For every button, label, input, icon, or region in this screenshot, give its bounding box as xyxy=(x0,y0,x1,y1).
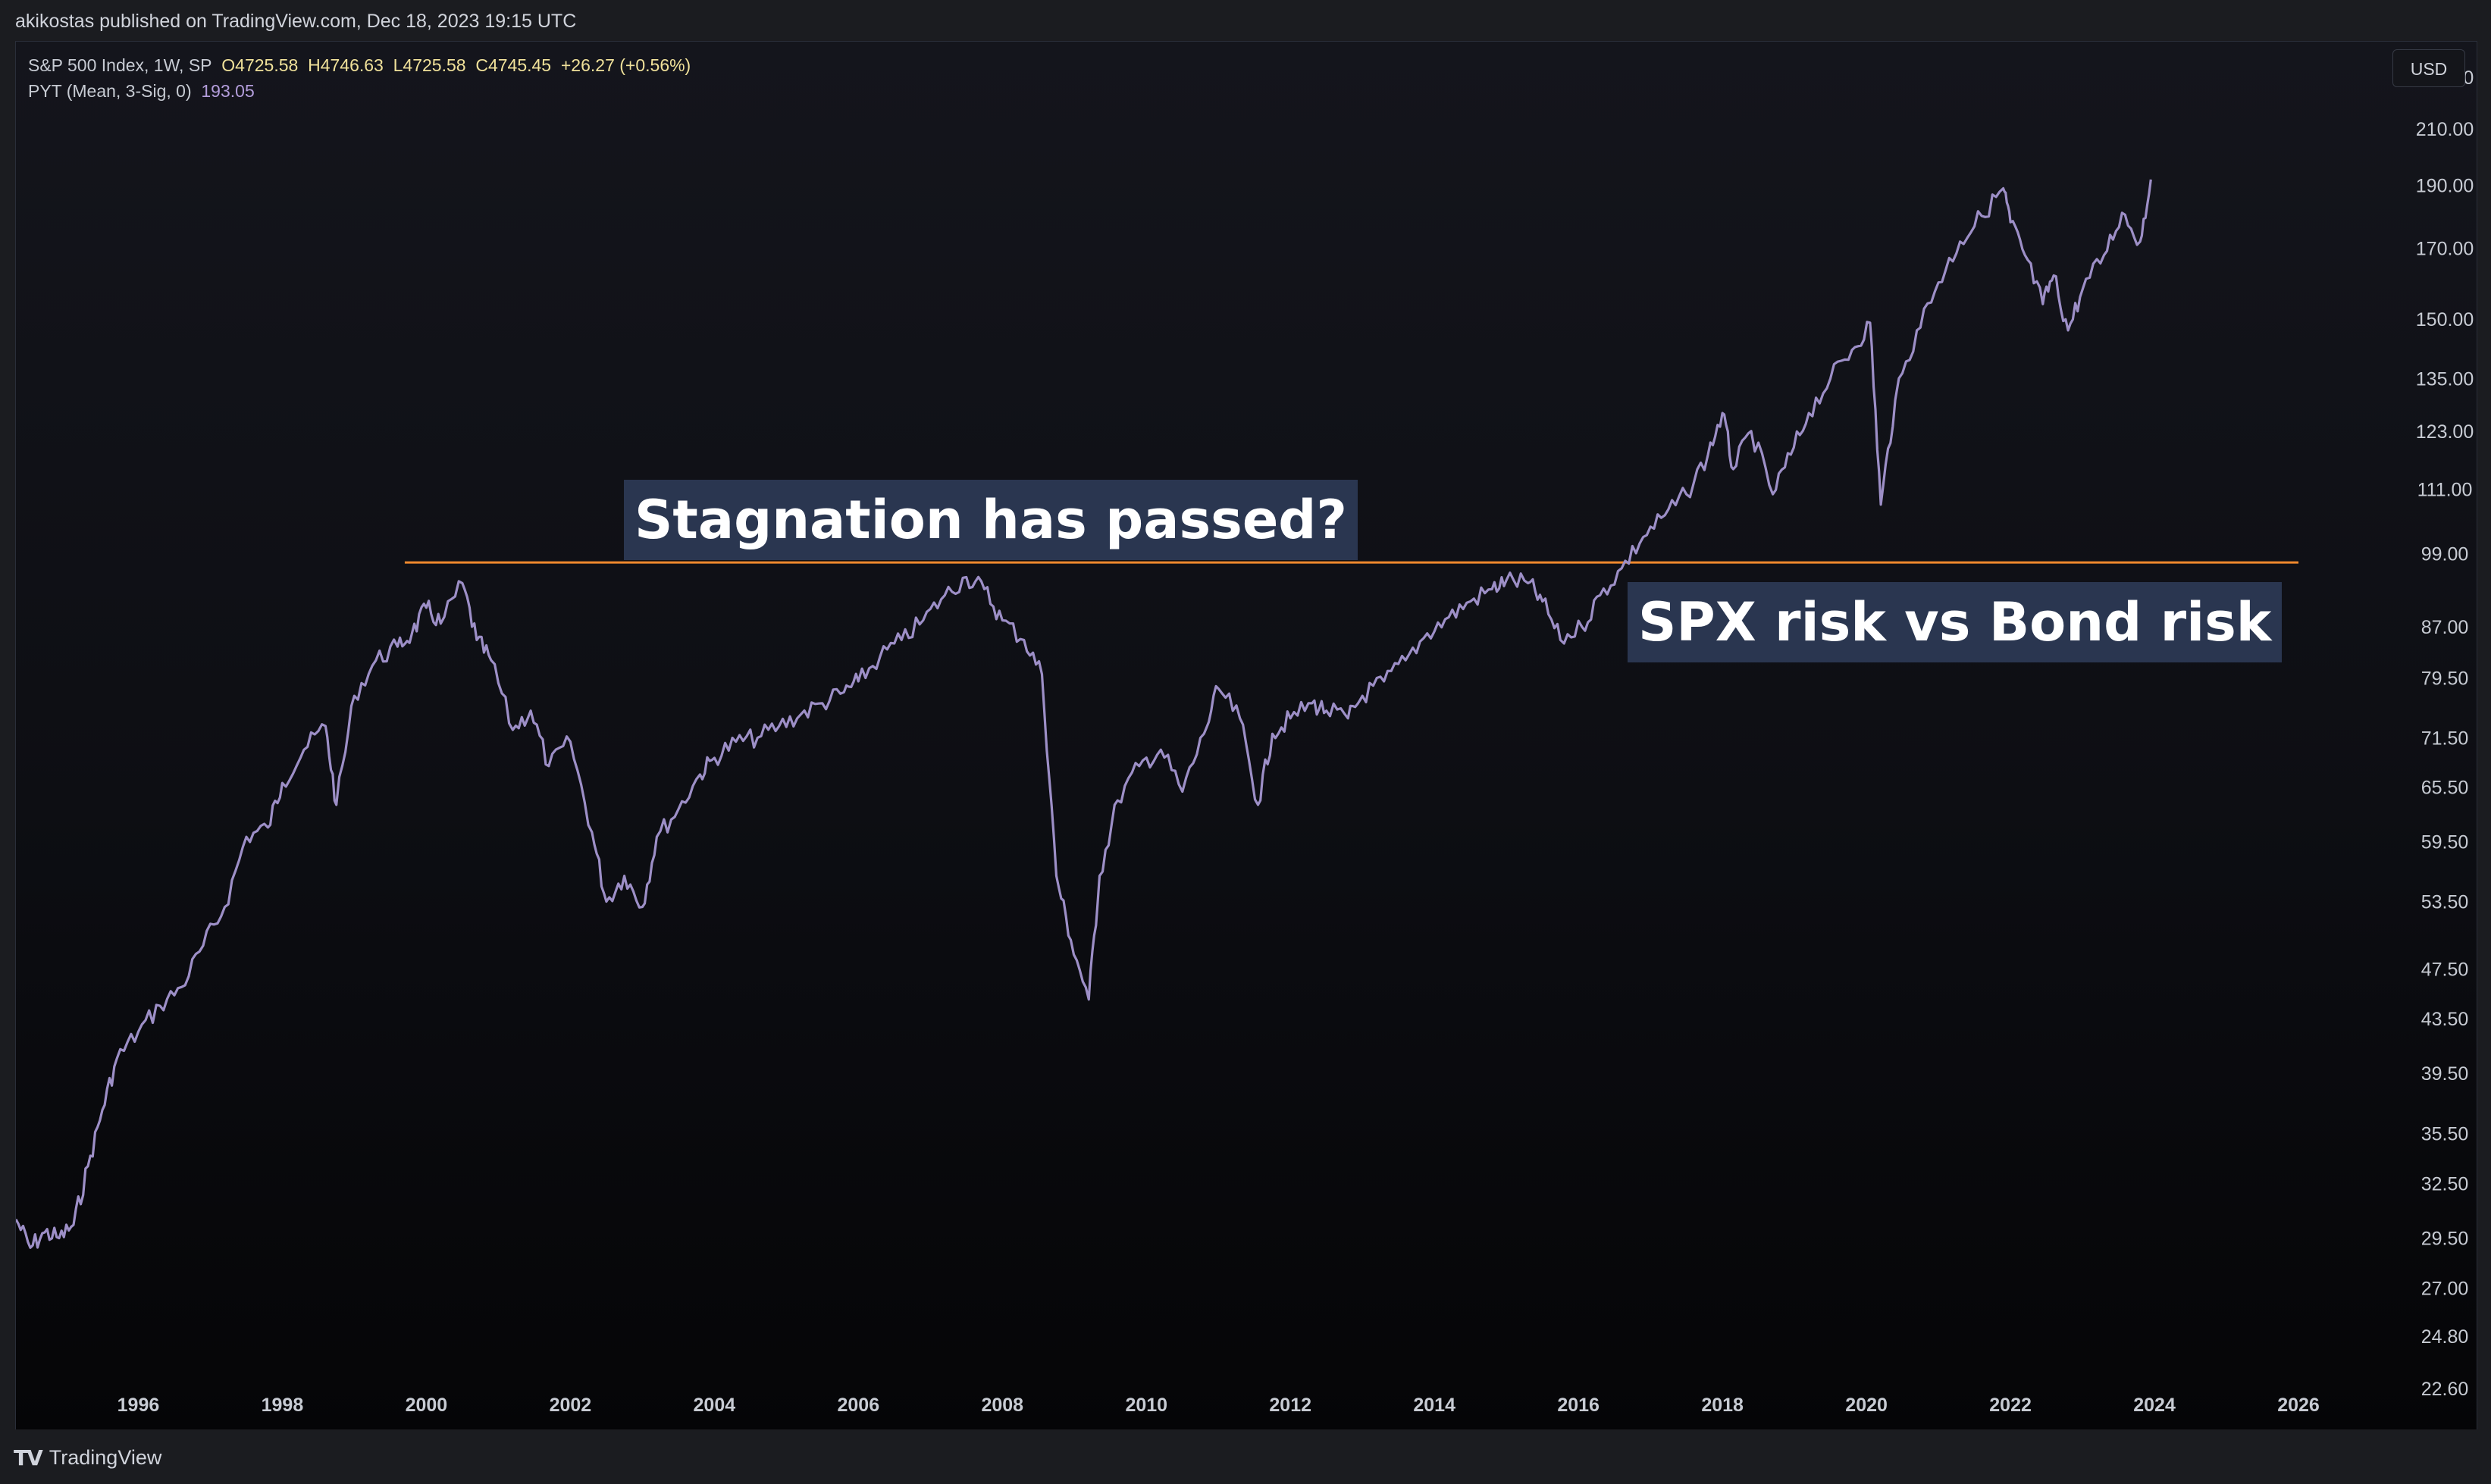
x-tick-label: 2000 xyxy=(406,1395,448,1416)
y-tick-label: 190.00 xyxy=(2416,176,2474,197)
published-info: akikostas published on TradingView.com, … xyxy=(15,11,577,32)
legend-symbol: S&P 500 Index, 1W, SP xyxy=(28,55,212,75)
chart-legend: S&P 500 Index, 1W, SP O4725.58 H4746.63 … xyxy=(28,52,691,104)
annotation-top[interactable]: Stagnation has passed? xyxy=(624,480,1358,560)
y-tick-label: 111.00 xyxy=(2417,479,2473,500)
price-scale[interactable]: 230.00210.00190.00170.00150.00135.00123.… xyxy=(2416,67,2474,1400)
y-tick-label: 39.50 xyxy=(2421,1063,2469,1085)
x-tick-label: 2026 xyxy=(2277,1395,2320,1416)
header-bar: akikostas published on TradingView.com, … xyxy=(0,0,2491,41)
legend-high: H4746.63 xyxy=(308,55,384,75)
tradingview-logo[interactable]: TV TradingView xyxy=(14,1445,161,1470)
legend-indicator-row[interactable]: PYT (Mean, 3-Sig, 0) 193.05 xyxy=(28,78,691,104)
tradingview-brand: TradingView xyxy=(49,1445,162,1469)
y-tick-label: 43.50 xyxy=(2421,1009,2469,1030)
x-tick-label: 2008 xyxy=(981,1395,1023,1416)
chart-svg[interactable]: 230.00210.00190.00170.00150.00135.00123.… xyxy=(16,42,2477,1430)
y-tick-label: 150.00 xyxy=(2416,309,2474,330)
footer-bar: TV TradingView xyxy=(0,1429,2491,1484)
x-tick-label: 2018 xyxy=(1701,1395,1744,1416)
x-tick-label: 2002 xyxy=(550,1395,592,1416)
currency-button[interactable]: USD xyxy=(2392,49,2465,87)
x-tick-label: 2004 xyxy=(694,1395,736,1416)
tradingview-logo-icon: TV xyxy=(14,1445,43,1470)
y-tick-label: 170.00 xyxy=(2416,239,2474,260)
x-tick-label: 2024 xyxy=(2133,1395,2176,1416)
y-tick-label: 22.60 xyxy=(2421,1379,2469,1400)
y-tick-label: 59.50 xyxy=(2421,831,2469,853)
time-scale[interactable]: 1996 1998 2000 2002 2004 2006 2008 2010 2012 2014… xyxy=(118,1395,2320,1416)
y-tick-label: 123.00 xyxy=(2416,421,2474,443)
x-tick-label: 2012 xyxy=(1269,1395,1311,1416)
legend-change: +26.27 (+0.56%) xyxy=(560,55,691,75)
x-tick-label: 2006 xyxy=(838,1395,880,1416)
x-tick-label: 2014 xyxy=(1413,1395,1455,1416)
y-tick-label: 32.50 xyxy=(2421,1173,2469,1194)
y-tick-label: 87.00 xyxy=(2421,617,2469,638)
x-tick-label: 1996 xyxy=(118,1395,160,1416)
chart-pane[interactable]: 230.00210.00190.00170.00150.00135.00123.… xyxy=(15,41,2477,1431)
legend-indicator: PYT (Mean, 3-Sig, 0) xyxy=(28,81,192,101)
y-tick-label: 99.00 xyxy=(2421,544,2469,565)
series-line-pyt xyxy=(16,179,2152,1249)
legend-open: O4725.58 xyxy=(221,55,299,75)
y-tick-label: 210.00 xyxy=(2416,119,2474,140)
legend-symbol-row[interactable]: S&P 500 Index, 1W, SP O4725.58 H4746.63 … xyxy=(28,52,691,78)
y-tick-label: 79.50 xyxy=(2421,668,2469,689)
y-tick-label: 27.00 xyxy=(2421,1279,2469,1300)
x-tick-label: 2010 xyxy=(1125,1395,1167,1416)
y-tick-label: 135.00 xyxy=(2416,368,2474,390)
y-tick-label: 71.50 xyxy=(2421,728,2469,749)
x-tick-label: 1998 xyxy=(262,1395,304,1416)
x-tick-label: 2016 xyxy=(1557,1395,1600,1416)
x-tick-label: 2022 xyxy=(1989,1395,2032,1416)
y-tick-label: 29.50 xyxy=(2421,1229,2469,1250)
x-tick-label: 2020 xyxy=(1845,1395,1888,1416)
y-tick-label: 65.50 xyxy=(2421,778,2469,799)
legend-low: L4725.58 xyxy=(393,55,466,75)
y-tick-label: 47.50 xyxy=(2421,959,2469,980)
y-tick-label: 24.80 xyxy=(2421,1326,2469,1348)
legend-close: C4745.45 xyxy=(475,55,552,75)
legend-indicator-value: 193.05 xyxy=(201,81,255,101)
y-tick-label: 35.50 xyxy=(2421,1123,2469,1144)
annotation-right[interactable]: SPX risk vs Bond risk xyxy=(1628,582,2283,662)
y-tick-label: 53.50 xyxy=(2421,892,2469,913)
